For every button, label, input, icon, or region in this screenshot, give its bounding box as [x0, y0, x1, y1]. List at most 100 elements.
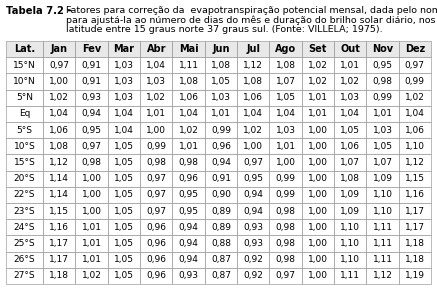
Bar — [205, 74, 237, 90]
Bar — [399, 268, 431, 284]
Text: 1,06: 1,06 — [179, 93, 198, 102]
Bar — [366, 106, 399, 122]
Bar — [43, 235, 76, 252]
Bar — [173, 90, 205, 106]
Bar — [205, 235, 237, 252]
Bar — [6, 122, 43, 138]
Text: 1,18: 1,18 — [49, 271, 69, 280]
Bar — [205, 138, 237, 154]
Text: 1,00: 1,00 — [308, 223, 328, 232]
Bar — [173, 203, 205, 219]
Bar — [173, 154, 205, 171]
Text: 10°N: 10°N — [13, 77, 36, 86]
Text: latitude entre 15 graus norte 37 graus sul. (Fonte: VILLELA; 1975).: latitude entre 15 graus norte 37 graus s… — [66, 25, 383, 34]
Bar — [302, 106, 334, 122]
Text: 1,02: 1,02 — [340, 77, 360, 86]
Bar — [334, 90, 366, 106]
Text: 1,05: 1,05 — [276, 93, 295, 102]
Bar — [205, 57, 237, 74]
Bar — [140, 219, 173, 235]
Text: 1,07: 1,07 — [276, 77, 295, 86]
Bar — [108, 187, 140, 203]
Text: 0,98: 0,98 — [146, 158, 166, 167]
Text: 1,00: 1,00 — [308, 191, 328, 199]
Text: 1,02: 1,02 — [308, 77, 328, 86]
Bar — [43, 252, 76, 268]
Text: 20°S: 20°S — [14, 174, 35, 183]
Text: 1,05: 1,05 — [114, 255, 134, 264]
Bar — [302, 41, 334, 57]
Bar — [237, 268, 269, 284]
Text: 1,01: 1,01 — [308, 109, 328, 118]
Bar — [108, 252, 140, 268]
Bar — [334, 138, 366, 154]
Text: 0,95: 0,95 — [179, 191, 198, 199]
Text: 1,12: 1,12 — [373, 271, 392, 280]
Bar — [237, 235, 269, 252]
Text: 1,03: 1,03 — [146, 77, 166, 86]
Text: 0,98: 0,98 — [276, 239, 295, 248]
Text: 1,18: 1,18 — [405, 239, 425, 248]
Bar — [237, 171, 269, 187]
Text: 1,01: 1,01 — [146, 109, 166, 118]
Bar — [334, 41, 366, 57]
Text: 1,16: 1,16 — [49, 223, 69, 232]
Bar — [269, 106, 302, 122]
Text: Dez: Dez — [405, 44, 425, 54]
Bar — [205, 171, 237, 187]
Text: 23°S: 23°S — [14, 207, 35, 216]
Bar — [399, 74, 431, 90]
Bar — [205, 203, 237, 219]
Text: 0,89: 0,89 — [211, 207, 231, 216]
Bar — [108, 122, 140, 138]
Text: 1,09: 1,09 — [340, 191, 360, 199]
Text: 1,06: 1,06 — [49, 126, 69, 135]
Text: 0,99: 0,99 — [276, 174, 295, 183]
Bar — [173, 57, 205, 74]
Text: 5°S: 5°S — [17, 126, 33, 135]
Bar — [108, 106, 140, 122]
Text: 0,89: 0,89 — [211, 223, 231, 232]
Bar — [399, 171, 431, 187]
Bar — [43, 268, 76, 284]
Bar — [334, 122, 366, 138]
Bar — [399, 203, 431, 219]
Text: 1,05: 1,05 — [114, 271, 134, 280]
Bar — [302, 154, 334, 171]
Text: 1,04: 1,04 — [340, 109, 360, 118]
Text: Out: Out — [340, 44, 360, 54]
Bar — [108, 203, 140, 219]
Text: 0,87: 0,87 — [211, 271, 231, 280]
Text: 0,94: 0,94 — [82, 109, 101, 118]
Text: Nov: Nov — [372, 44, 393, 54]
Text: 0,94: 0,94 — [179, 255, 198, 264]
Bar — [76, 74, 108, 90]
Bar — [269, 187, 302, 203]
Text: 1,00: 1,00 — [308, 255, 328, 264]
Text: 1,01: 1,01 — [308, 93, 328, 102]
Text: 10°S: 10°S — [14, 142, 35, 151]
Bar — [6, 154, 43, 171]
Bar — [76, 122, 108, 138]
Text: 1,18: 1,18 — [405, 255, 425, 264]
Text: 0,94: 0,94 — [243, 207, 263, 216]
Bar — [140, 122, 173, 138]
Bar — [366, 171, 399, 187]
Bar — [140, 74, 173, 90]
Bar — [76, 235, 108, 252]
Text: 1,01: 1,01 — [82, 223, 102, 232]
Bar — [76, 106, 108, 122]
Bar — [302, 122, 334, 138]
Text: 0,98: 0,98 — [276, 207, 295, 216]
Bar — [140, 235, 173, 252]
Bar — [302, 138, 334, 154]
Bar — [140, 41, 173, 57]
Text: 1,04: 1,04 — [243, 109, 263, 118]
Bar — [76, 203, 108, 219]
Text: 0,88: 0,88 — [211, 239, 231, 248]
Bar — [366, 154, 399, 171]
Text: 0,96: 0,96 — [146, 271, 166, 280]
Text: 1,00: 1,00 — [49, 77, 69, 86]
Text: 1,04: 1,04 — [49, 109, 69, 118]
Bar — [76, 252, 108, 268]
